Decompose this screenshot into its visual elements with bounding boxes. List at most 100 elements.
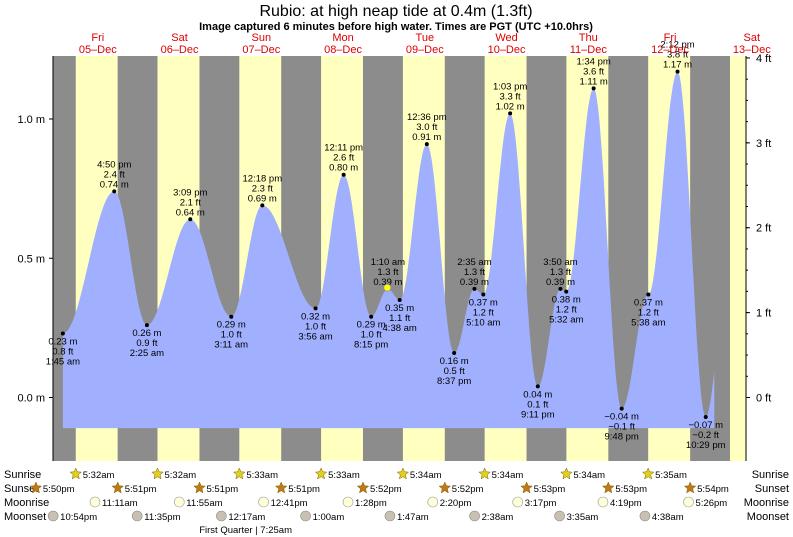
day-of-week-label: Sun [252,32,272,44]
sunset-time: 5:54pm [697,484,729,495]
sunrise-icon [560,467,573,480]
tide-label-line: 2.4 ft [104,169,125,180]
tide-label-line: 0.26 m [132,328,161,339]
sunrise-icon [151,467,164,480]
tide-label-line: 1:45 am [46,356,80,367]
moonset-time: 10:54pm [60,512,97,523]
tide-label-line: 1.3 ft [550,267,571,278]
moonset-row-label-left: Moonset [4,511,46,523]
left-tick-label: 0.5 m [17,253,45,265]
tide-label-line: 0.29 m [357,320,386,331]
tide-label-line: 1.0 ft [361,330,382,341]
tide-label-line: 0.1 ft [527,399,548,410]
moonrise-row-label-right: Moonrise [744,497,789,509]
tide-label-line: −0.04 m [604,412,639,423]
tide-label-line: 1.02 m [496,101,525,112]
date-label: 12–Dec [651,44,689,56]
tide-point [481,292,486,297]
day-of-week-label: Wed [495,32,517,44]
tide-label-line: 12:36 pm [407,112,447,123]
sunset-time: 5:52pm [370,484,402,495]
sunset-icon [193,481,206,494]
tide-point [424,142,429,147]
moonrise-icon [597,496,609,508]
tide-label-line: 1.0 ft [221,330,242,341]
tide-label-line: 3.3 ft [500,91,521,102]
tide-label-line: 0.32 m [301,311,330,322]
moonset-time: 11:35pm [144,512,180,523]
left-tick-label: 1.0 m [17,114,45,126]
moonrise-time: 2:20pm [440,498,472,509]
tide-point [188,217,193,222]
date-label: 06–Dec [161,44,199,56]
tide-point [341,172,346,177]
tide-label-line: 5:10 am [466,317,500,328]
tide-label-line: 1.3 ft [377,267,398,278]
sunset-icon [274,481,288,494]
tide-label-line: 0.74 m [100,179,129,190]
tide-label-line: 1:03 pm [493,81,527,92]
moonrise-time: 12:41pm [271,498,308,509]
date-label: 05–Dec [79,44,117,56]
tide-label-line: 0.39 m [546,277,575,288]
sunrise-time: 5:34am [492,470,524,481]
moonset-icon [131,510,143,522]
moonset-time: 2:38am [482,512,514,523]
moonrise-time: 11:55am [186,498,222,509]
sun-moon-events: 5:32am 5:32am 5:33am 5:33am 5:34am 5:34am 5:34… [29,467,729,536]
sunrise-icon [641,467,655,480]
tide-label-line: 0.04 m [523,389,552,400]
sunset-icon [520,481,533,494]
tide-label-line: 2:25 am [130,348,164,359]
day-of-week-label: Thu [579,32,598,44]
tide-point [369,314,374,319]
day-of-week-label: Sat [744,32,761,44]
left-tick-label: 0.0 m [17,393,45,405]
tide-point [564,289,569,294]
date-label: 10–Dec [488,44,526,56]
moonset-time: 12:17am [228,512,265,523]
moonset-time: 1:47am [397,512,429,523]
sunset-icon [683,481,697,494]
day-of-week-label: Sat [171,32,188,44]
day-of-week-label: Fri [91,32,104,44]
right-tick-label: 0 ft [756,393,771,405]
tide-label-line: 5:38 am [631,317,665,328]
tide-label-line: 1.2 ft [638,307,659,318]
tide-label-line: 12:11 pm [324,143,363,154]
tide-point [229,314,234,319]
moonrise-time: 5:26pm [696,498,728,509]
current-time-marker [383,283,392,292]
tide-label-line: 10:29 pm [686,440,726,451]
tide-label-line: 1:10 am [371,257,405,268]
sunrise-icon [478,467,491,480]
sunset-time: 5:51pm [206,484,238,495]
sunrise-icon [314,467,328,480]
tide-point [397,298,402,303]
sunrise-time: 5:32am [165,470,197,481]
day-of-week-label: Tue [416,32,435,44]
tide-label-line: −0.07 m [688,420,723,431]
moonset-icon [300,510,311,522]
sunrise-time: 5:33am [328,470,360,481]
tide-label-line: 12:18 pm [243,173,283,184]
tide-label-line: 2.3 ft [252,183,273,194]
tide-label-line: 0.37 m [469,297,498,308]
day-labels: Fri05–DecSat06–DecSun07–DecMon08–DecTue0… [79,32,771,56]
tide-annotations: 0.23 m0.8 ft1:45 am 4:50 pm2.4 ft0.74 m 0.… [46,40,726,451]
tide-label-line: 0.39 m [460,277,489,288]
tide-label-line: 2.1 ft [180,197,201,208]
sunset-time: 5:51pm [125,484,157,495]
sunrise-time: 5:34am [410,470,442,481]
tide-label-line: 0.37 m [634,297,663,308]
sunset-icon [111,481,125,494]
tide-label-line: 3:50 am [543,257,577,268]
tide-label-line: 1.2 ft [556,305,577,316]
moonrise-icon [512,496,524,508]
sunrise-time: 5:35am [655,470,687,481]
tide-point [260,203,265,208]
sunset-time: 5:53pm [534,484,566,495]
day-band-next [729,56,746,461]
chart-title: Rubio: at high neap tide at 0.4m (1.3ft) [259,3,532,20]
